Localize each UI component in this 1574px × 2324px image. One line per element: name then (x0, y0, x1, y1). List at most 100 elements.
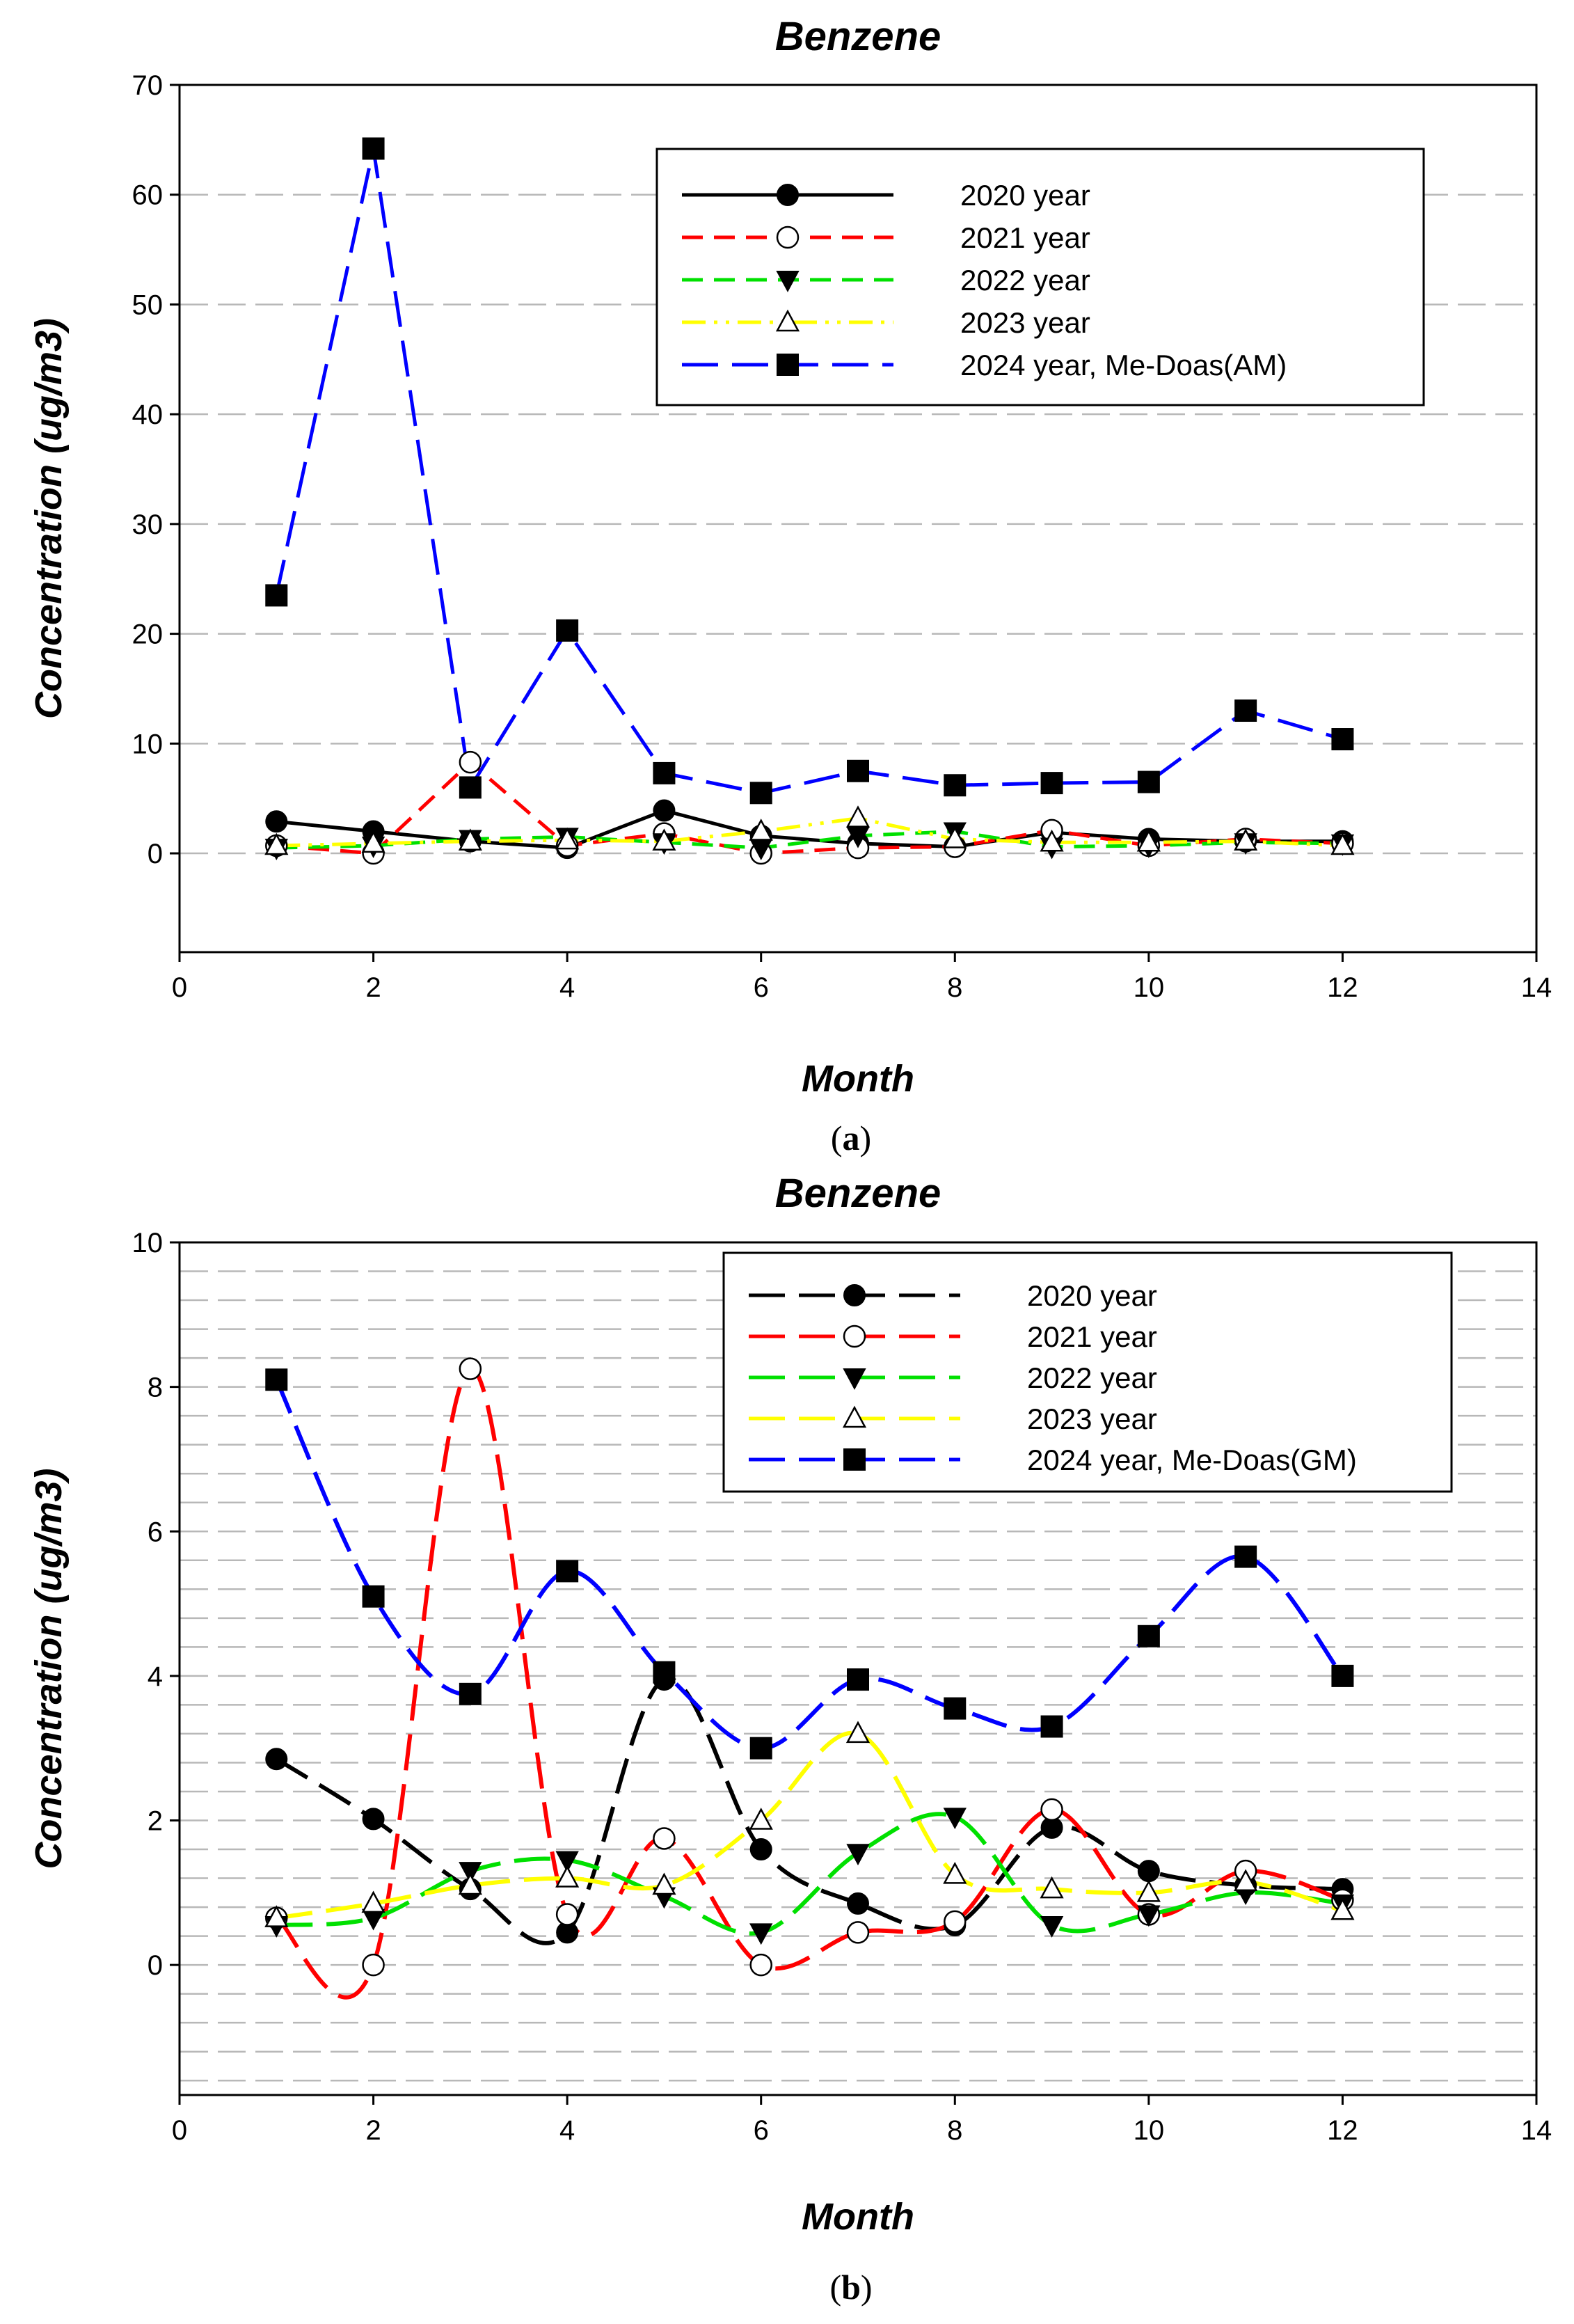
y-tick-label: 8 (148, 1373, 163, 1403)
series-markers-2021-year (265, 750, 1354, 865)
data-point (1234, 1869, 1258, 1891)
y-tick-label: 10 (132, 729, 164, 759)
data-point (1137, 1905, 1161, 1927)
data-point (943, 1861, 967, 1884)
data-point (1234, 1545, 1257, 1568)
legend-label: 2022 year (1027, 1361, 1157, 1394)
legend: 2020 year 2021 year 2022 year 2023 year 2024… (655, 148, 1425, 406)
data-point (845, 1721, 871, 1744)
y-tick-label: 6 (148, 1517, 163, 1547)
y-tick-label: 4 (148, 1661, 163, 1692)
series-lines (274, 146, 1344, 855)
data-point (944, 1910, 967, 1934)
data-point (653, 1827, 676, 1850)
x-tick-label: 12 (1327, 2115, 1358, 2146)
data-point (847, 759, 869, 782)
x-tick-label: 4 (559, 972, 575, 1003)
data-point (265, 1368, 288, 1391)
data-point (1331, 728, 1354, 751)
data-point (1040, 1916, 1064, 1938)
y-tick-label: 60 (132, 180, 164, 211)
data-point (1040, 1715, 1063, 1738)
data-point (749, 1808, 773, 1830)
y-axis-label: Concentration (ug/m3) (28, 318, 70, 719)
data-point (847, 1892, 869, 1915)
series-line-2022-year (276, 1812, 1343, 1936)
data-point (749, 1923, 773, 1945)
legend-marker (843, 1325, 866, 1348)
data-point (362, 1808, 385, 1831)
data-point (458, 828, 482, 851)
legend-marker (775, 309, 800, 332)
data-point (847, 1668, 869, 1691)
legend-marker (777, 184, 799, 206)
data-point (749, 819, 773, 841)
data-point (361, 830, 385, 853)
data-point (845, 805, 871, 828)
legend: 2020 year 2021 year 2022 year 2023 year 2024… (722, 1251, 1453, 1493)
legend-label: 2024 year, Me-Doas(GM) (1027, 1444, 1357, 1476)
legend-marker (842, 1405, 867, 1428)
y-tick-label: 10 (132, 1228, 164, 1258)
x-tick-label: 10 (1134, 2115, 1165, 2146)
data-point (653, 1661, 676, 1684)
x-tick-label: 10 (1134, 972, 1165, 1003)
data-point (652, 828, 676, 851)
x-tick-label: 4 (559, 2115, 575, 2146)
legend-marker (777, 354, 799, 376)
y-tick-label: 50 (132, 290, 164, 320)
data-point (264, 1905, 289, 1927)
series-markers-2023-year (264, 805, 1355, 855)
data-point (943, 826, 967, 848)
data-point (653, 761, 676, 784)
data-point (944, 1697, 967, 1720)
series-markers-2023-year (264, 1721, 1355, 1927)
y-axis-label: Concentration (ug/m3) (28, 1469, 70, 1870)
x-tick-label: 6 (754, 2115, 769, 2146)
data-point (749, 1953, 772, 1977)
data-point (846, 1921, 870, 1944)
legend-label: 2022 year (960, 264, 1090, 297)
data-point (943, 1808, 967, 1830)
data-point (555, 827, 580, 850)
series-line-2023-year (276, 816, 1343, 848)
data-point (459, 1682, 482, 1705)
data-point (1040, 1798, 1063, 1821)
data-point (555, 1865, 580, 1888)
data-point (265, 584, 288, 607)
data-point (556, 1560, 579, 1583)
chart-panel-b: Benzene 0 2 4 6 8 10 0 2 4 6 8 10 12 14 Month Concentrat… (28, 1171, 1552, 2307)
data-point (556, 619, 579, 642)
x-tick-label: 6 (754, 972, 769, 1003)
data-point (1234, 828, 1258, 851)
legend-label: 2020 year (1027, 1279, 1157, 1312)
legend-label: 2020 year (960, 179, 1090, 212)
data-point (749, 1737, 772, 1760)
x-tick-label: 14 (1521, 2115, 1552, 2146)
data-point (1137, 1860, 1160, 1883)
data-point (1234, 699, 1257, 722)
data-point (749, 1838, 772, 1861)
x-tick-label: 14 (1521, 972, 1552, 1003)
data-point (458, 1872, 482, 1895)
series-markers-2020-year (265, 799, 1354, 860)
x-tick-label: 2 (365, 2115, 381, 2146)
series-line-2023-year (276, 1730, 1344, 1920)
data-point (1136, 1879, 1161, 1902)
x-tick-label: 2 (365, 972, 381, 1003)
data-point (1136, 829, 1161, 852)
data-point (944, 774, 967, 797)
series-markers-2024-year-me-doas-gm- (265, 1368, 1354, 1760)
panel-caption: (a) (831, 1118, 871, 1157)
data-point (653, 799, 676, 822)
data-point (459, 750, 482, 774)
legend-label: 2021 year (960, 221, 1090, 254)
legend-marker (843, 1448, 866, 1471)
data-point (846, 1844, 870, 1866)
series-markers-2022-year (264, 1808, 1355, 1945)
data-point (1040, 1876, 1064, 1899)
data-point (1331, 1664, 1354, 1687)
x-tick-label: 8 (947, 2115, 962, 2146)
data-point (361, 1890, 385, 1913)
